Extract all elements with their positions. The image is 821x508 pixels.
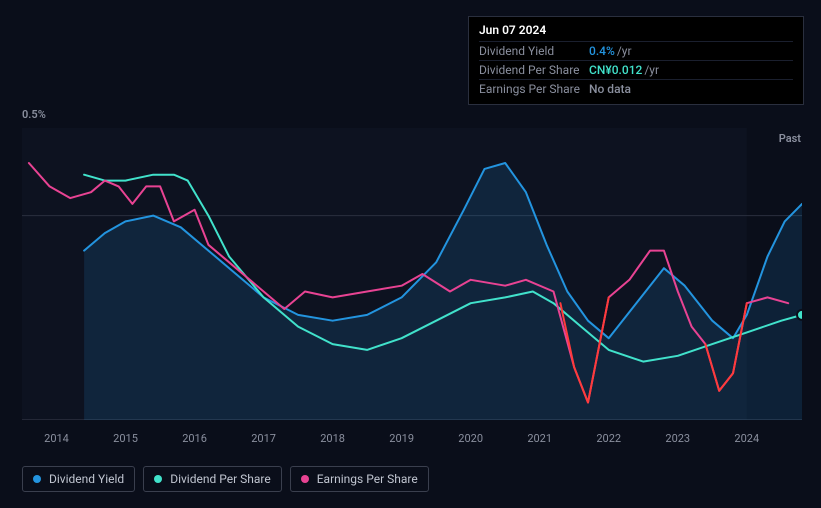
tooltip-label: Dividend Per Share (479, 63, 589, 77)
legend-item[interactable]: Dividend Per Share (143, 466, 282, 492)
x-axis-labels: 2014 2015 2016 2017 2018 2019 2020 2021 2022 2023… (22, 432, 802, 452)
x-axis-year: 2024 (734, 432, 759, 445)
legend-label: Dividend Yield (49, 472, 124, 486)
x-axis-year: 2017 (251, 432, 276, 445)
legend-label: Dividend Per Share (170, 472, 271, 486)
tooltip-date: Jun 07 2024 (479, 23, 793, 37)
x-axis-year: 2018 (320, 432, 345, 445)
tooltip-row: Dividend Yield0.4%/yr (479, 41, 793, 60)
tooltip-row: Dividend Per ShareCN¥0.012/yr (479, 60, 793, 79)
x-axis-year: 2022 (596, 432, 621, 445)
chart-legend: Dividend Yield Dividend Per Share Earnings… (22, 466, 429, 492)
tooltip-label: Earnings Per Share (479, 82, 589, 96)
tooltip-value: CN¥0.012/yr (589, 63, 659, 77)
x-axis-year: 2021 (527, 432, 552, 445)
legend-label: Earnings Per Share (317, 472, 418, 486)
x-axis-year: 2023 (665, 432, 690, 445)
tooltip-value: 0.4%/yr (589, 44, 632, 58)
x-axis-year: 2016 (182, 432, 207, 445)
chart-tooltip: Jun 07 2024 Dividend Yield0.4%/yrDividen… (468, 16, 804, 105)
legend-dot-icon (301, 475, 309, 483)
legend-dot-icon (33, 475, 41, 483)
tooltip-value: No data (589, 82, 631, 96)
tooltip-label: Dividend Yield (479, 44, 589, 58)
tooltip-row: Earnings Per ShareNo data (479, 79, 793, 98)
x-axis-year: 2014 (44, 432, 69, 445)
x-axis-year: 2019 (389, 432, 414, 445)
x-axis-year: 2020 (458, 432, 483, 445)
x-axis-year: 2015 (113, 432, 138, 445)
legend-item[interactable]: Earnings Per Share (290, 466, 429, 492)
y-axis-max: 0.5% (22, 108, 46, 121)
legend-dot-icon (154, 475, 162, 483)
legend-item[interactable]: Dividend Yield (22, 466, 135, 492)
chart-plot (22, 128, 802, 420)
